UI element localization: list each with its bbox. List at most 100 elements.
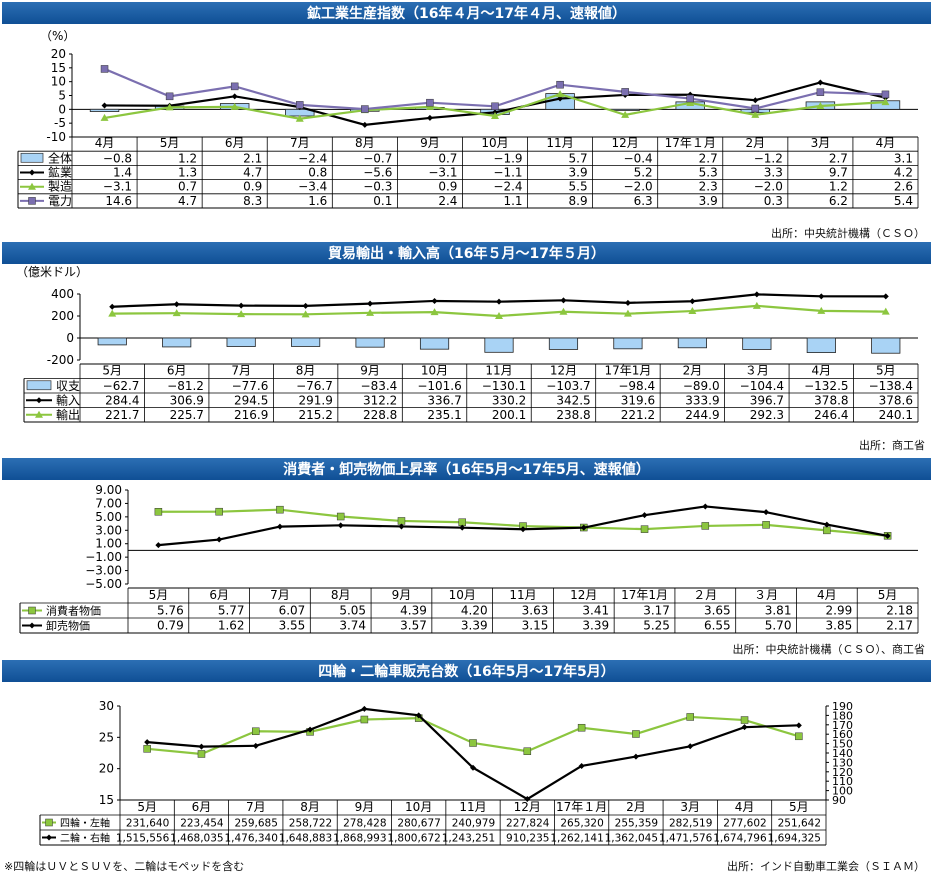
chart2-data-label: −130.1 [482,379,526,393]
chart1-point [230,82,239,91]
chart4-data-label: 1,468,035 [170,833,223,845]
chart1-point [556,90,565,98]
chart1-data-label: 5.3 [699,166,718,180]
chart1-point [165,103,174,111]
chart3-data-label: 5.77 [218,604,245,618]
chart4-y2tick: 150 [832,738,853,751]
chart4-legend-label: 四輪・左軸 [60,817,110,830]
chart4-data-label: 1,674,796 [713,833,767,845]
chart1-category-label: 2月 [745,136,765,150]
chart4-data-label: 1,515,556 [116,833,170,845]
chart2-bar [162,337,192,348]
chart1-category-label: 4月 [876,136,896,150]
chart1-data-label: −2.0 [754,180,783,194]
chart4-y2tick: 170 [832,719,853,732]
chart3-legend-label: 消費者物価 [46,604,101,618]
chart3-point [762,521,770,529]
chart2-data-label: −81.2 [167,379,204,393]
chart1-ytick: 15 [51,61,66,75]
chart3-data-label: 3.57 [400,619,427,633]
chart3-point [640,525,649,533]
chart2-data-label: 294.5 [234,393,268,407]
chart3-point [276,523,283,530]
chart2-data-label: 240.1 [879,408,913,422]
chart1-point [295,114,304,122]
chart1-legend-swatch-marker [28,182,36,190]
chart3-data-label: 3.41 [582,604,609,618]
chart4-point [360,715,369,724]
chart3-data-label: 3.65 [704,604,731,618]
chart4-category-label: 5月 [789,800,809,814]
chart4-point [307,726,314,733]
chart1-data-label: 3.9 [699,194,718,208]
chart4-ytick: 25 [99,730,114,744]
chart1-category-label: 7月 [290,136,310,150]
chart3-point [216,536,223,543]
chart3-source: 出所：中央統計機構（ＣＳＯ）、商工省 [732,643,926,656]
chart2-data-label: 336.7 [427,393,461,407]
chart2-category-label: 17年1月 [604,364,651,378]
chart4-category-label: 10月 [405,800,432,814]
chart1-legend-swatch-marker [29,169,35,176]
chart1-category-label: 11月 [546,136,573,150]
chart2-data-label: −62.7 [103,379,140,393]
chart4-point [686,713,694,721]
chart3-data-label: 0.79 [157,619,184,633]
chart4-point [632,730,640,738]
chart2-bar [871,337,901,354]
chart3-data-label: 3.39 [461,619,488,633]
chart1-data-label: 2.7 [829,151,848,165]
chart1-point [816,88,825,96]
chart1-data-label: 5.2 [634,166,653,180]
chart2-category-label: 5月 [876,364,896,378]
chart2-data-label: −103.7 [546,379,590,393]
chart3-point [398,523,405,530]
chart2-point [430,308,439,316]
chart4-point [252,727,260,736]
chart2-data-label: 235.1 [427,408,461,422]
chart2-point [623,309,632,317]
chart2-data-label: −76.7 [296,379,333,393]
chart2-bar [613,337,643,350]
chart2-data-label: 244.9 [685,408,719,422]
chart1-category-label: 17年１月 [665,136,716,150]
chart2-category-label: 10月 [421,364,448,378]
chart3-category-label: ２月 [693,588,717,602]
chart4-y2tick: 140 [832,747,853,760]
chart4-data-label: 277,602 [723,818,766,830]
chart2-point [366,308,375,316]
chart1-data-label: 1.2 [178,151,197,165]
chart1-data-label: 0.9 [243,180,262,194]
chart1-category-label: 3月 [811,136,831,150]
chart3-data-label: 4.39 [400,604,427,618]
chart1-data-label: −1.9 [493,151,522,165]
chart4-point [795,732,803,741]
chart1-data-label: −2.4 [298,151,327,165]
chart2-category-label: 6月 [167,364,187,378]
chart3-point [154,508,163,516]
chart4-data-label: 1,262,141 [550,833,603,845]
chart2-bar [677,337,707,349]
chart2-data-label: 342.5 [556,393,590,407]
chart2-legend-label: 収支 [56,379,80,393]
chart2-ylabel: （億米ドル） [16,265,88,279]
chart2-legend-swatch-marker [35,410,43,418]
chart2-point [688,307,697,315]
chart4-category-label: 6月 [192,800,212,814]
chart1-data-label: −0.8 [103,151,132,165]
chart2-point [689,298,696,305]
chart2-bar [291,337,321,347]
chart2-data-label: 200.1 [492,408,526,422]
chart1-data-label: −5.6 [363,166,392,180]
chart2-data-label: −104.4 [740,379,784,393]
chart1-point [100,113,109,121]
chart4-series-line [147,715,800,756]
chart2-data-label: −77.6 [232,379,269,393]
chart1-point [101,102,108,109]
chart3-point [763,509,770,516]
chart4-series-line [147,707,799,801]
chart1-ytick: 0 [58,102,66,116]
chart1-data-label: 3.1 [894,151,913,165]
chart4-data-label: 240,979 [452,818,495,830]
chart4-category-label: 2月 [626,800,646,814]
